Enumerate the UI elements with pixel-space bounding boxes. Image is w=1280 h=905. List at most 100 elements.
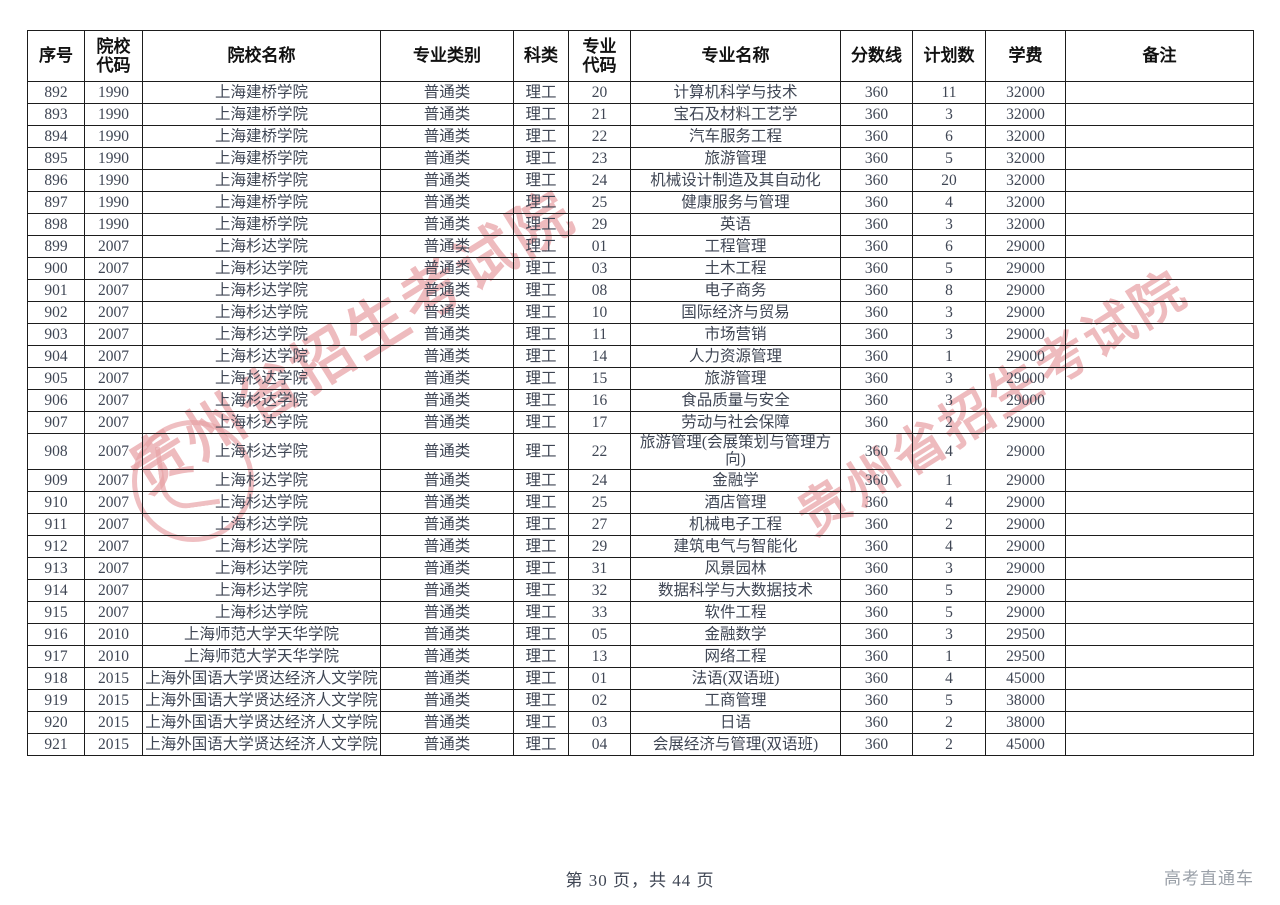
cell-plan-count: 4 [912, 490, 986, 514]
cell-plan-count: 4 [912, 666, 986, 690]
cell-score-line: 360 [840, 147, 913, 170]
cell-major-name: 人力资源管理 [630, 345, 841, 368]
cell-plan-count: 2 [912, 411, 986, 434]
column-header-subject: 科类 [513, 30, 569, 82]
cell-seq: 915 [27, 600, 85, 624]
cell-tuition: 29000 [985, 235, 1066, 258]
table-body: 892 1990 上海建桥学院 普通类 理工 20 计算机科学与技术 360 11 32000 89… [27, 81, 1254, 756]
cell-school-name: 上海杉达学院 [142, 490, 381, 514]
cell-school-name: 上海杉达学院 [142, 534, 381, 558]
table-row: 904 2007 上海杉达学院 普通类 理工 14 人力资源管理 360 1 29000 [27, 345, 1254, 368]
cell-plan-count: 3 [912, 389, 986, 412]
cell-plan-count: 4 [912, 534, 986, 558]
cell-school-name: 上海杉达学院 [142, 323, 381, 346]
cell-subject: 理工 [513, 81, 569, 104]
cell-plan-count: 1 [912, 468, 986, 492]
cell-school-name: 上海杉达学院 [142, 433, 381, 470]
cell-major-code: 33 [568, 600, 631, 624]
cell-tuition: 29000 [985, 512, 1066, 536]
cell-major-name: 法语(双语班) [630, 666, 841, 690]
cell-major-type: 普通类 [380, 367, 514, 390]
cell-subject: 理工 [513, 279, 569, 302]
cell-seq: 912 [27, 534, 85, 558]
cell-tuition: 45000 [985, 666, 1066, 690]
cell-major-type: 普通类 [380, 644, 514, 668]
cell-major-code: 25 [568, 490, 631, 514]
cell-score-line: 360 [840, 411, 913, 434]
table-row: 912 2007 上海杉达学院 普通类 理工 29 建筑电气与智能化 360 4 29000 [27, 534, 1254, 558]
cell-score-line: 360 [840, 732, 913, 756]
table-row: 903 2007 上海杉达学院 普通类 理工 11 市场营销 360 3 29000 [27, 323, 1254, 346]
cell-plan-count: 3 [912, 556, 986, 580]
cell-major-code: 01 [568, 235, 631, 258]
cell-score-line: 360 [840, 710, 913, 734]
cell-remark [1065, 433, 1254, 470]
cell-tuition: 29000 [985, 279, 1066, 302]
cell-plan-count: 11 [912, 81, 986, 104]
cell-major-name: 市场营销 [630, 323, 841, 346]
column-header-remark: 备注 [1065, 30, 1254, 82]
cell-major-code: 15 [568, 367, 631, 390]
cell-tuition: 29000 [985, 301, 1066, 324]
table-row: 909 2007 上海杉达学院 普通类 理工 24 金融学 360 1 29000 [27, 468, 1254, 492]
cell-school-name: 上海外国语大学贤达经济人文学院 [142, 688, 381, 712]
cell-major-name: 建筑电气与智能化 [630, 534, 841, 558]
cell-tuition: 29000 [985, 345, 1066, 368]
cell-major-name: 计算机科学与技术 [630, 81, 841, 104]
cell-plan-count: 5 [912, 147, 986, 170]
cell-plan-count: 5 [912, 578, 986, 602]
cell-remark [1065, 490, 1254, 514]
cell-seq: 904 [27, 345, 85, 368]
cell-major-type: 普通类 [380, 732, 514, 756]
cell-remark [1065, 367, 1254, 390]
cell-plan-count: 4 [912, 433, 986, 470]
cell-seq: 911 [27, 512, 85, 536]
cell-score-line: 360 [840, 622, 913, 646]
cell-seq: 896 [27, 169, 85, 192]
cell-plan-count: 3 [912, 301, 986, 324]
cell-remark [1065, 468, 1254, 492]
cell-major-type: 普通类 [380, 490, 514, 514]
cell-seq: 905 [27, 367, 85, 390]
cell-score-line: 360 [840, 644, 913, 668]
cell-subject: 理工 [513, 235, 569, 258]
cell-remark [1065, 578, 1254, 602]
cell-seq: 921 [27, 732, 85, 756]
cell-major-code: 24 [568, 468, 631, 492]
cell-major-type: 普通类 [380, 468, 514, 492]
cell-major-type: 普通类 [380, 556, 514, 580]
column-header-seq-line1: 序号 [39, 46, 73, 66]
table-row: 914 2007 上海杉达学院 普通类 理工 32 数据科学与大数据技术 360 5 29000 [27, 578, 1254, 602]
cell-major-code: 21 [568, 103, 631, 126]
cell-major-name: 金融学 [630, 468, 841, 492]
cell-school-name: 上海杉达学院 [142, 279, 381, 302]
cell-school-name: 上海杉达学院 [142, 512, 381, 536]
cell-major-code: 03 [568, 257, 631, 280]
cell-school-name: 上海建桥学院 [142, 81, 381, 104]
cell-plan-count: 3 [912, 103, 986, 126]
cell-subject: 理工 [513, 622, 569, 646]
cell-score-line: 360 [840, 534, 913, 558]
cell-remark [1065, 732, 1254, 756]
column-header-school-code: 院校 代码 [84, 30, 143, 82]
cell-major-type: 普通类 [380, 103, 514, 126]
cell-seq: 900 [27, 257, 85, 280]
cell-major-code: 29 [568, 213, 631, 236]
cell-tuition: 29000 [985, 578, 1066, 602]
cell-score-line: 360 [840, 600, 913, 624]
table-row: 921 2015 上海外国语大学贤达经济人文学院 普通类 理工 04 会展经济与管理(双语班… [27, 732, 1254, 756]
cell-plan-count: 5 [912, 257, 986, 280]
cell-major-code: 22 [568, 125, 631, 148]
cell-school-code: 2007 [84, 323, 143, 346]
table-row: 902 2007 上海杉达学院 普通类 理工 10 国际经济与贸易 360 3 29000 [27, 301, 1254, 324]
cell-subject: 理工 [513, 301, 569, 324]
cell-school-code: 2007 [84, 556, 143, 580]
cell-major-code: 22 [568, 433, 631, 470]
cell-plan-count: 5 [912, 600, 986, 624]
cell-major-type: 普通类 [380, 345, 514, 368]
cell-school-code: 2007 [84, 490, 143, 514]
cell-school-code: 2007 [84, 367, 143, 390]
cell-score-line: 360 [840, 468, 913, 492]
cell-major-code: 14 [568, 345, 631, 368]
cell-score-line: 360 [840, 301, 913, 324]
